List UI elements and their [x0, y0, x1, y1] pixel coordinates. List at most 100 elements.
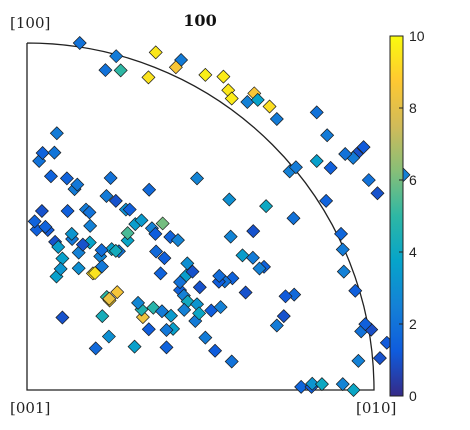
label-001-direction: [001]: [10, 399, 51, 417]
data-point: [276, 309, 291, 324]
data-point: [82, 205, 97, 220]
data-point: [47, 145, 62, 160]
data-point: [222, 192, 237, 207]
data-point: [370, 186, 385, 201]
data-point: [159, 340, 174, 355]
data-point: [208, 343, 223, 358]
data-point: [98, 63, 113, 78]
data-point: [213, 300, 228, 315]
data-point: [173, 275, 188, 290]
data-point: [168, 60, 183, 75]
data-point: [238, 285, 253, 300]
data-point: [252, 261, 267, 276]
data-point: [53, 261, 68, 276]
data-point: [323, 160, 338, 175]
data-point: [198, 330, 213, 345]
colorbar-gradient: [389, 35, 404, 397]
data-point: [120, 226, 135, 241]
data-point: [94, 243, 109, 258]
data-point: [269, 318, 284, 333]
data-point: [95, 309, 110, 324]
data-point: [305, 376, 320, 391]
data-point: [319, 193, 334, 208]
data-point: [59, 171, 74, 186]
data-point: [288, 160, 303, 175]
data-point: [55, 251, 70, 266]
colorbar: 0 2 4 6 8 10: [389, 28, 425, 404]
data-point: [142, 182, 157, 197]
data-point: [361, 173, 376, 188]
data-point: [346, 383, 361, 397]
data-point: [153, 266, 168, 281]
data-point: [245, 250, 260, 265]
data-point: [334, 226, 349, 241]
data-point: [309, 153, 324, 168]
data-point: [177, 302, 192, 317]
data-point: [60, 203, 75, 218]
data-point: [141, 70, 156, 85]
data-point: [224, 91, 239, 106]
data-point: [75, 237, 90, 252]
data-point: [72, 36, 87, 50]
colorbar-tick-label: 10: [409, 28, 425, 44]
data-point: [102, 291, 117, 306]
data-point: [192, 280, 207, 295]
data-point: [348, 283, 363, 298]
data-point: [338, 147, 353, 162]
label-100-direction: [100]: [10, 14, 51, 32]
chart-title: 100: [183, 11, 217, 30]
data-point: [141, 322, 156, 337]
data-point: [286, 211, 301, 226]
data-point: [190, 171, 205, 186]
data-point: [164, 308, 178, 323]
data-point: [159, 322, 174, 337]
data-point: [70, 177, 85, 192]
colorbar-tick-label: 0: [409, 388, 417, 404]
data-point: [351, 353, 366, 368]
data-point: [38, 219, 53, 234]
data-point: [372, 351, 387, 366]
data-point: [259, 199, 274, 214]
data-point: [320, 128, 335, 143]
data-point: [109, 49, 124, 64]
data-point: [110, 285, 125, 300]
data-point: [51, 240, 66, 255]
data-point: [198, 67, 213, 82]
data-point: [336, 264, 351, 279]
data-point: [246, 224, 261, 239]
data-point: [94, 259, 109, 274]
data-point: [155, 216, 170, 231]
data-point: [180, 256, 195, 271]
data-point: [108, 193, 123, 208]
data-point: [64, 226, 79, 241]
data-point: [55, 310, 70, 325]
data-point: [148, 45, 163, 60]
data-point: [235, 248, 250, 263]
data-point: [34, 203, 49, 218]
data-point: [148, 226, 163, 241]
data-point: [294, 379, 309, 394]
data-point: [192, 306, 207, 321]
data-point: [49, 126, 64, 141]
data-point: [27, 214, 42, 229]
data-point: [71, 261, 86, 276]
data-point: [309, 105, 324, 120]
colorbar-tick-label: 6: [409, 172, 417, 188]
data-points: [27, 36, 411, 397]
data-point: [358, 317, 373, 332]
data-point: [262, 99, 277, 114]
data-point: [134, 213, 149, 228]
data-point: [131, 295, 146, 310]
data-point: [122, 202, 137, 217]
data-point: [157, 251, 172, 266]
data-point: [314, 377, 329, 392]
data-point: [88, 341, 103, 356]
data-point: [356, 140, 371, 155]
data-point: [250, 92, 265, 107]
data-point: [269, 111, 284, 126]
data-point: [212, 268, 227, 283]
data-point: [127, 339, 142, 354]
data-point: [224, 354, 239, 369]
data-point: [83, 218, 98, 233]
